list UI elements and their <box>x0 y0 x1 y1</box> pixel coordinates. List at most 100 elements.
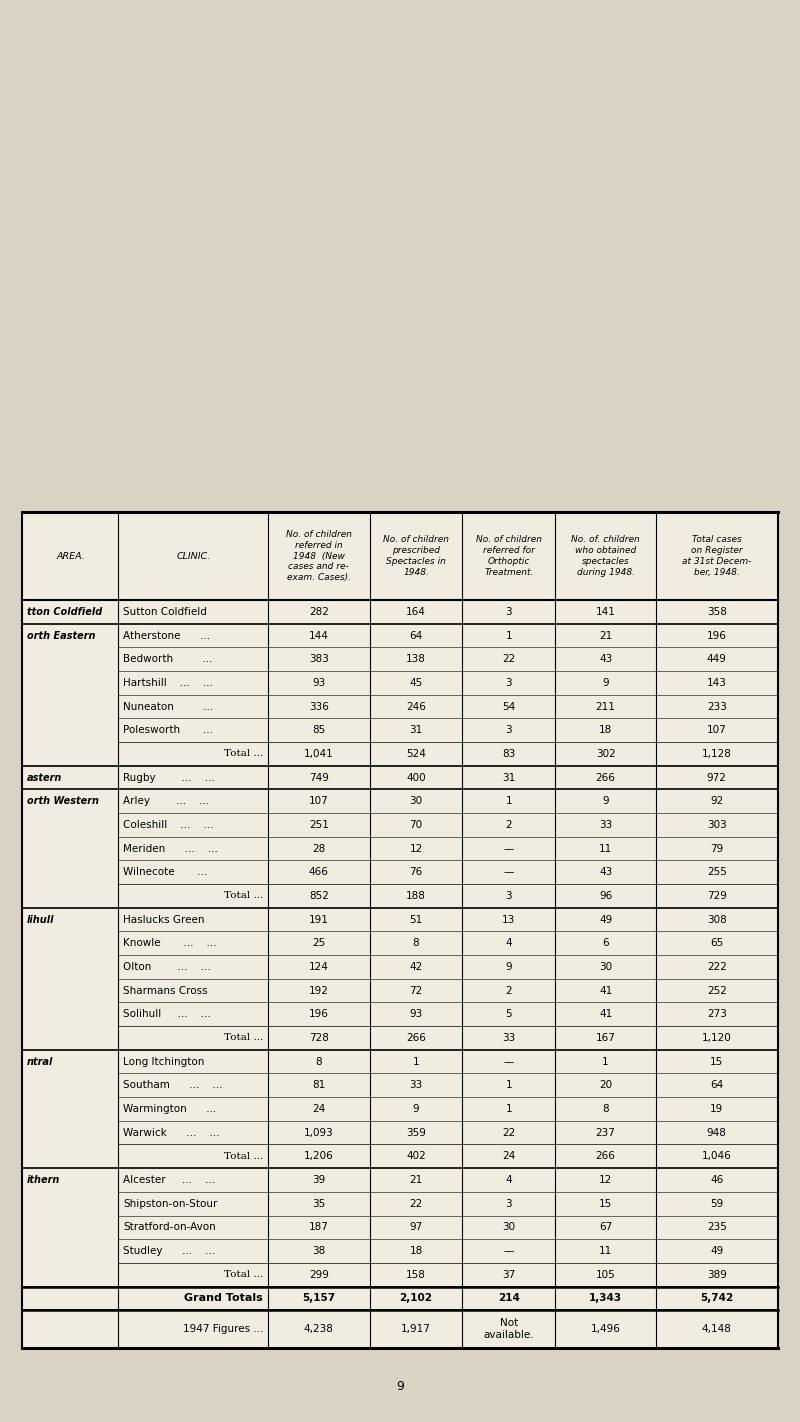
Text: 18: 18 <box>599 725 612 735</box>
Text: Shipston-on-Stour: Shipston-on-Stour <box>123 1199 218 1209</box>
Text: 211: 211 <box>596 701 615 711</box>
Text: Knowle       ...    ...: Knowle ... ... <box>123 939 217 948</box>
Text: 5,157: 5,157 <box>302 1294 335 1304</box>
Text: 33: 33 <box>502 1032 515 1042</box>
Text: 11: 11 <box>599 843 612 853</box>
Text: 187: 187 <box>309 1223 329 1233</box>
Text: lihull: lihull <box>27 914 54 924</box>
Text: 143: 143 <box>707 678 726 688</box>
Text: —: — <box>504 867 514 877</box>
Text: No. of children
referred for
Orthoptic
Treatment.: No. of children referred for Orthoptic T… <box>476 535 542 577</box>
Text: 196: 196 <box>707 630 726 640</box>
Text: Warwick      ...    ...: Warwick ... ... <box>123 1128 220 1138</box>
Text: 1: 1 <box>506 1081 512 1091</box>
Text: 255: 255 <box>707 867 726 877</box>
Text: 196: 196 <box>309 1010 329 1020</box>
Text: 1,206: 1,206 <box>304 1152 334 1162</box>
Text: 97: 97 <box>410 1223 422 1233</box>
Text: 38: 38 <box>312 1246 326 1256</box>
Text: Total ...: Total ... <box>224 1034 263 1042</box>
Text: 72: 72 <box>410 985 422 995</box>
Text: orth Western: orth Western <box>27 796 99 806</box>
Text: 8: 8 <box>413 939 419 948</box>
Text: astern: astern <box>27 772 62 782</box>
Text: Meriden      ...    ...: Meriden ... ... <box>123 843 218 853</box>
Text: 45: 45 <box>410 678 422 688</box>
Text: 302: 302 <box>596 749 615 759</box>
Text: 33: 33 <box>410 1081 422 1091</box>
Text: 1: 1 <box>413 1057 419 1066</box>
Text: 1,128: 1,128 <box>702 749 732 759</box>
Text: 164: 164 <box>406 607 426 617</box>
Text: 79: 79 <box>710 843 723 853</box>
Text: Warmington      ...: Warmington ... <box>123 1103 217 1113</box>
Text: 15: 15 <box>599 1199 612 1209</box>
Text: 402: 402 <box>406 1152 426 1162</box>
Text: 948: 948 <box>707 1128 726 1138</box>
Text: 252: 252 <box>707 985 726 995</box>
Text: 729: 729 <box>707 892 726 902</box>
Text: Not
available.: Not available. <box>483 1318 534 1340</box>
Text: Sutton Coldfield: Sutton Coldfield <box>123 607 207 617</box>
Text: 37: 37 <box>502 1270 515 1280</box>
Text: Grand Totals: Grand Totals <box>185 1294 263 1304</box>
Text: 93: 93 <box>410 1010 422 1020</box>
Text: 30: 30 <box>502 1223 515 1233</box>
Text: 39: 39 <box>312 1175 326 1185</box>
Text: 728: 728 <box>309 1032 329 1042</box>
Text: 1,093: 1,093 <box>304 1128 334 1138</box>
Text: Bedworth         ...: Bedworth ... <box>123 654 213 664</box>
Text: 214: 214 <box>498 1294 520 1304</box>
Text: 852: 852 <box>309 892 329 902</box>
Text: 8: 8 <box>602 1103 609 1113</box>
Text: 76: 76 <box>410 867 422 877</box>
Text: 22: 22 <box>502 1128 515 1138</box>
Text: 41: 41 <box>599 985 612 995</box>
Text: 30: 30 <box>599 961 612 973</box>
Text: No. of. children
who obtained
spectacles
during 1948.: No. of. children who obtained spectacles… <box>571 535 640 577</box>
Text: 358: 358 <box>707 607 726 617</box>
Text: 31: 31 <box>410 725 422 735</box>
Text: 336: 336 <box>309 701 329 711</box>
Text: 308: 308 <box>707 914 726 924</box>
Text: 303: 303 <box>707 820 726 830</box>
Text: 1,046: 1,046 <box>702 1152 732 1162</box>
Text: —: — <box>504 843 514 853</box>
Text: 9: 9 <box>602 678 609 688</box>
Text: 41: 41 <box>599 1010 612 1020</box>
Text: 83: 83 <box>502 749 515 759</box>
Text: 1: 1 <box>506 796 512 806</box>
Text: 11: 11 <box>599 1246 612 1256</box>
Text: 21: 21 <box>599 630 612 640</box>
Text: 5: 5 <box>506 1010 512 1020</box>
Text: Olton        ...    ...: Olton ... ... <box>123 961 211 973</box>
Text: Stratford-on-Avon: Stratford-on-Avon <box>123 1223 216 1233</box>
Text: Sharmans Cross: Sharmans Cross <box>123 985 208 995</box>
Text: 4,238: 4,238 <box>304 1324 334 1334</box>
Text: 28: 28 <box>312 843 326 853</box>
Text: 15: 15 <box>710 1057 723 1066</box>
Text: AREA.: AREA. <box>56 552 85 560</box>
Text: Wilnecote       ...: Wilnecote ... <box>123 867 208 877</box>
Text: 4: 4 <box>506 939 512 948</box>
Text: 282: 282 <box>309 607 329 617</box>
Text: 1947 Figures ...: 1947 Figures ... <box>182 1324 263 1334</box>
Text: No. of children
referred in
1948  (New
cases and re-
exam. Cases).: No. of children referred in 1948 (New ca… <box>286 530 352 582</box>
Text: 33: 33 <box>599 820 612 830</box>
Text: 266: 266 <box>596 772 615 782</box>
Text: Hartshill    ...    ...: Hartshill ... ... <box>123 678 213 688</box>
Text: 1,917: 1,917 <box>401 1324 431 1334</box>
Text: 4,148: 4,148 <box>702 1324 732 1334</box>
Text: 9: 9 <box>506 961 512 973</box>
Text: 233: 233 <box>707 701 726 711</box>
Text: 67: 67 <box>599 1223 612 1233</box>
Text: 400: 400 <box>406 772 426 782</box>
Text: 3: 3 <box>506 607 512 617</box>
Text: 266: 266 <box>406 1032 426 1042</box>
Text: —: — <box>504 1057 514 1066</box>
Text: orth Eastern: orth Eastern <box>27 630 96 640</box>
Text: 46: 46 <box>710 1175 723 1185</box>
Text: 1: 1 <box>506 1103 512 1113</box>
Text: 92: 92 <box>710 796 723 806</box>
Text: —: — <box>504 1246 514 1256</box>
